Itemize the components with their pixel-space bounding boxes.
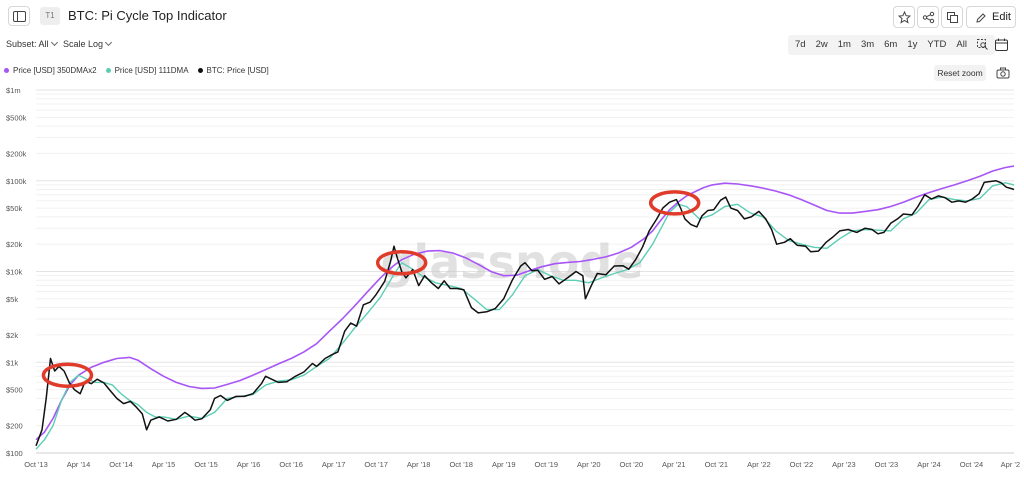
series-111dma-line — [35, 182, 1015, 450]
scale-dropdown[interactable]: Scale Log — [63, 38, 113, 49]
x-tick-label: Oct '16 — [279, 460, 303, 469]
series-350dma-x2-line — [35, 165, 1015, 441]
x-tick-label: Apr '22 — [747, 460, 771, 469]
range-1m-button[interactable]: 1m — [837, 39, 851, 50]
legend-label-350dma: Price [USD] 350DMAx2 — [13, 65, 97, 75]
edit-button[interactable]: Edit — [966, 6, 1016, 28]
y-tick-label: $1m — [6, 86, 21, 95]
duplicate-button[interactable] — [941, 6, 963, 28]
x-tick-label: Apr '16 — [237, 460, 261, 469]
chevron-down-icon — [104, 38, 113, 47]
time-range-selector: 7d 2w 1m 3m 6m 1y YTD All — [788, 35, 995, 55]
legend-item-350dma[interactable]: Price [USD] 350DMAx2 — [4, 64, 97, 76]
x-tick-label: Oct '15 — [194, 460, 218, 469]
top-signal-annotations — [41, 190, 701, 388]
y-tick-label: $500 — [6, 386, 23, 395]
x-tick-label: Apr '15 — [152, 460, 176, 469]
x-tick-label: Oct '20 — [620, 460, 644, 469]
favorite-button[interactable] — [893, 6, 915, 28]
series-lines — [35, 165, 1015, 450]
export-image-button[interactable] — [996, 66, 1012, 80]
top-signal-circle — [375, 249, 428, 276]
reset-zoom-button[interactable]: Reset zoom — [934, 65, 986, 81]
legend-item-111dma[interactable]: Price [USD] 111DMA — [105, 64, 189, 76]
y-tick-label: $2k — [6, 331, 18, 340]
x-tick-label: Oct '23 — [875, 460, 899, 469]
top-signal-circle — [648, 190, 701, 216]
camera-icon — [996, 67, 1010, 79]
edit-label: Edit — [992, 11, 1011, 23]
pencil-icon — [976, 13, 986, 23]
series-btc-price-line — [35, 180, 1015, 447]
y-tick-label: $100 — [6, 449, 23, 458]
range-2w-button[interactable]: 2w — [815, 39, 828, 50]
y-tick-label: $200k — [6, 149, 27, 158]
y-tick-label: $200 — [6, 422, 23, 431]
zoom-select-icon — [976, 38, 988, 50]
date-picker-button[interactable] — [990, 34, 1014, 56]
share-button[interactable] — [917, 6, 939, 28]
x-tick-label: Apr '14 — [67, 460, 91, 469]
y-tick-label: $10k — [6, 268, 23, 277]
x-tick-label: Apr '18 — [407, 460, 431, 469]
chart-legend: Price [USD] 350DMAx2 Price [USD] 111DMA … — [4, 64, 278, 76]
range-6m-button[interactable]: 6m — [884, 39, 898, 50]
calendar-icon — [995, 38, 1008, 51]
subset-label: Subset: All — [6, 39, 49, 49]
x-tick-label: Apr '19 — [492, 460, 516, 469]
y-tick-label: $5k — [6, 295, 18, 304]
x-tick-label: Oct '18 — [449, 460, 473, 469]
x-tick-label: Oct '17 — [364, 460, 388, 469]
scale-label: Scale Log — [63, 39, 104, 49]
legend-label-111dma: Price [USD] 111DMA — [114, 65, 189, 75]
x-tick-label: Oct '22 — [790, 460, 814, 469]
sidebar-icon — [13, 11, 26, 22]
legend-label-price: BTC: Price [USD] — [206, 65, 269, 75]
range-all-button[interactable]: All — [956, 39, 967, 50]
chart-toolbar: Subset: All Scale Log — [0, 36, 1024, 56]
y-tick-label: $100k — [6, 177, 27, 186]
x-tick-label: Apr '20 — [577, 460, 601, 469]
x-tick-label: Oct '21 — [705, 460, 729, 469]
x-tick-label: Apr '24 — [917, 460, 941, 469]
range-1y-button[interactable]: 1y — [907, 39, 918, 50]
y-tick-label: $50k — [6, 204, 23, 213]
chevron-down-icon — [50, 38, 58, 47]
share-icon — [922, 11, 935, 24]
legend-item-price[interactable]: BTC: Price [USD] — [197, 64, 269, 76]
page-title: BTC: Pi Cycle Top Indicator — [68, 8, 227, 23]
legend-dot-350dma — [4, 67, 9, 73]
range-7d-button[interactable]: 7d — [795, 39, 806, 50]
legend-dot-price — [197, 67, 203, 73]
x-tick-label: Apr '2 — [1001, 460, 1020, 469]
x-tick-label: Apr '21 — [662, 460, 686, 469]
top-bar: T1 BTC: Pi Cycle Top Indicator Edit — [0, 0, 1024, 34]
x-tick-label: Oct '24 — [960, 460, 984, 469]
sidebar-toggle-button[interactable] — [8, 6, 30, 26]
pi-cycle-chart[interactable]: $100 $200 $500 $1k $2k $5k $10k $20k $50k $100k $2… — [0, 80, 1024, 478]
y-axis-labels: $100 $200 $500 $1k $2k $5k $10k $20k $50k $100k $2… — [6, 86, 27, 458]
range-ytd-button[interactable]: YTD — [927, 39, 947, 50]
legend-dot-111dma — [105, 67, 111, 73]
y-tick-label: $1k — [6, 358, 18, 367]
star-icon — [898, 11, 911, 24]
y-tick-label: $20k — [6, 240, 23, 249]
range-3m-button[interactable]: 3m — [860, 39, 875, 50]
x-tick-label: Oct '14 — [109, 460, 133, 469]
zoom-select-button[interactable] — [972, 35, 993, 55]
x-axis-labels: Oct '13 Apr '14 Oct '14 Apr '15 Oct '15 Apr '… — [24, 452, 1020, 469]
top-signal-circle — [41, 362, 94, 388]
copy-icon — [947, 12, 958, 23]
x-tick-label: Oct '13 — [24, 460, 48, 469]
subset-dropdown[interactable]: Subset: All — [6, 38, 58, 49]
x-tick-label: Apr '17 — [322, 460, 346, 469]
x-tick-label: Apr '23 — [832, 460, 856, 469]
x-tick-label: Oct '19 — [534, 460, 558, 469]
y-tick-label: $500k — [6, 113, 27, 122]
dashboard-badge: T1 — [40, 7, 60, 25]
gridlines — [36, 89, 1014, 454]
